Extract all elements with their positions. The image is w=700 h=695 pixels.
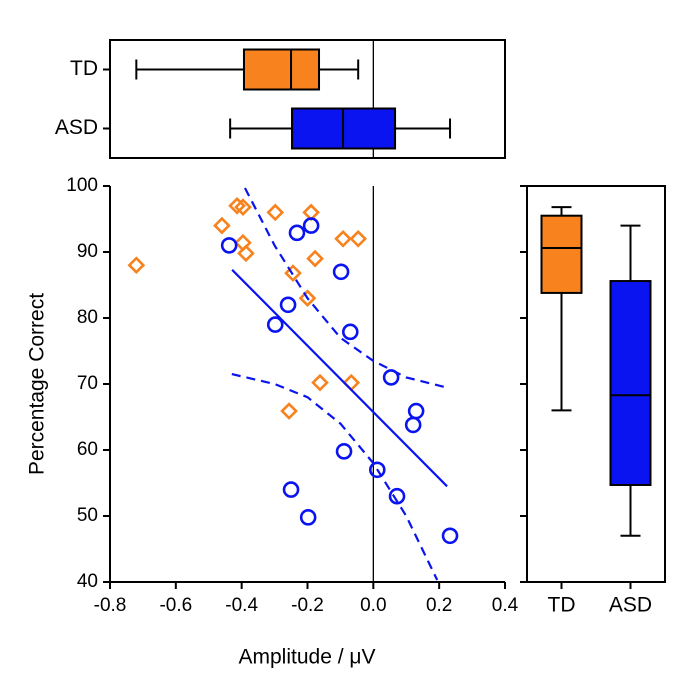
point	[334, 229, 352, 248]
x-tick-label: 0.0	[360, 595, 386, 616]
y-tick-label: 100	[66, 175, 98, 196]
y-tick-label: 60	[77, 439, 98, 460]
x-tick-label: -0.6	[159, 595, 192, 616]
point	[288, 224, 306, 242]
x-tick-label: 0.4	[492, 595, 519, 616]
point	[279, 296, 297, 314]
x-axis-label: Amplitude / μV	[239, 646, 376, 669]
y-tick-label: 90	[77, 241, 98, 262]
point	[299, 509, 317, 526]
confidence-band	[231, 373, 439, 581]
y-tick-label: 40	[77, 571, 98, 592]
point	[407, 402, 425, 420]
point	[237, 244, 255, 263]
point	[335, 443, 353, 460]
point	[368, 461, 386, 479]
point	[213, 216, 231, 235]
box	[609, 280, 652, 486]
point	[306, 249, 324, 268]
point	[220, 237, 238, 254]
point	[404, 416, 422, 434]
x-tick-label: TD	[548, 594, 576, 617]
point	[388, 487, 406, 505]
point	[266, 316, 284, 333]
point	[282, 481, 300, 498]
x-tick-label: -0.2	[291, 595, 324, 616]
point	[302, 217, 320, 234]
point	[234, 198, 252, 216]
x-tick-label: ASD	[609, 594, 652, 617]
y-tick-label: 70	[77, 373, 98, 394]
point	[298, 289, 317, 308]
confidence-band	[243, 187, 447, 389]
point	[127, 256, 146, 275]
box	[242, 48, 321, 91]
fit-line	[231, 269, 448, 488]
box	[540, 214, 583, 294]
point	[342, 373, 361, 392]
point	[382, 369, 400, 386]
y-tick-label: 80	[77, 307, 98, 328]
x-tick-label: 0.2	[426, 595, 452, 616]
y-tick-label: 50	[77, 505, 98, 526]
point	[284, 264, 302, 282]
point	[441, 527, 459, 545]
x-tick-label: -0.4	[225, 595, 258, 616]
x-tick-label: -0.8	[94, 595, 127, 616]
point	[349, 229, 368, 248]
point	[332, 263, 350, 281]
plot-frame	[109, 39, 506, 159]
y-tick-label: TD	[70, 57, 98, 80]
y-axis-label: Percentage Correct	[26, 293, 49, 475]
point	[302, 203, 320, 222]
point	[341, 323, 359, 341]
point	[228, 196, 246, 215]
y-tick-label: ASD	[55, 116, 98, 139]
point	[311, 373, 329, 392]
point	[266, 203, 285, 222]
point	[280, 402, 298, 420]
